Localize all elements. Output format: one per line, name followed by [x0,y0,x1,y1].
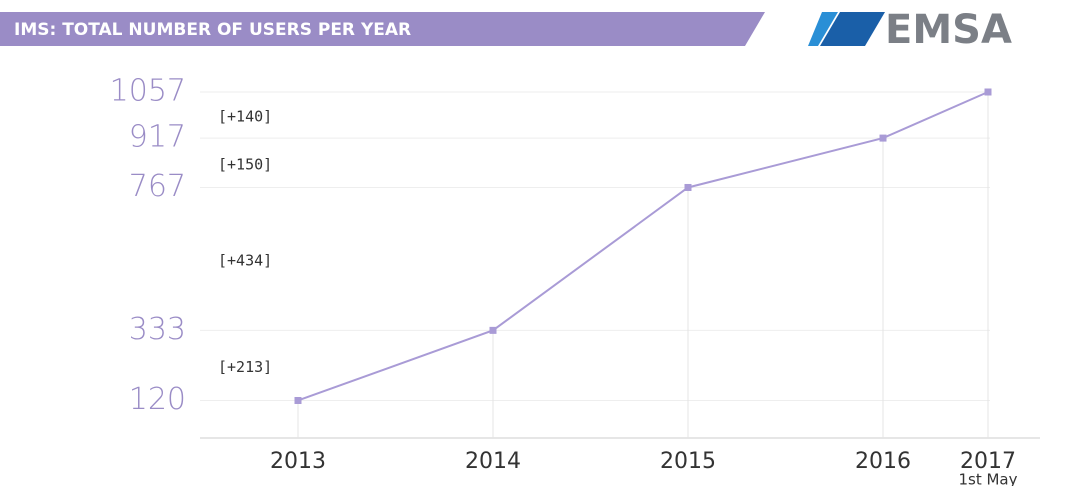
annotation: [+150] [218,155,272,173]
chart-title: IMS: TOTAL NUMBER OF USERS PER YEAR [14,20,411,40]
x-tick-label: 2017 [960,449,1016,474]
point [984,88,992,96]
x-tick-label: 2014 [465,449,521,474]
point [489,326,497,334]
y-tick-label: 333 [129,312,186,347]
x-tick-label: 2016 [855,449,911,474]
logo: EMSA [808,7,1012,53]
point [879,134,887,142]
y-tick-label: 917 [129,120,186,155]
point [294,396,302,404]
annotation: [+213] [218,358,272,376]
y-tick-label: 120 [129,382,186,417]
annotation: [+140] [218,108,272,126]
x-tick-label: 2013 [270,449,326,474]
point [684,183,692,191]
y-tick-label: 1057 [110,74,186,109]
annotation: [+434] [218,251,272,269]
x-tick-note: 1st May [958,471,1017,486]
logo-text: EMSA [885,7,1012,53]
x-tick-label: 2015 [660,449,716,474]
y-tick-label: 767 [129,169,186,204]
title-banner [0,12,765,46]
